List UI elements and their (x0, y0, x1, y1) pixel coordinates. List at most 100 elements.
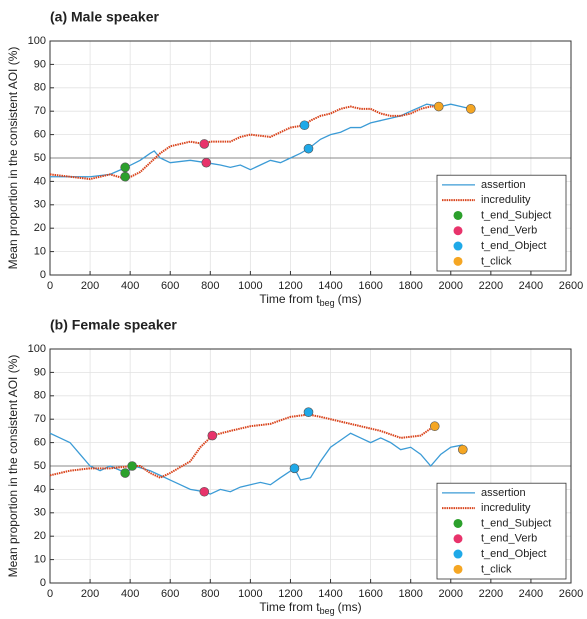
plot-frame (49, 348, 572, 584)
legend-label: t_click (481, 255, 512, 267)
legend-label: incredulity (481, 194, 531, 206)
legend-label: incredulity (481, 502, 531, 514)
event-marker (466, 104, 476, 114)
event-marker (303, 407, 314, 417)
x-tick-label: 600 (161, 588, 179, 600)
x-tick-label: 800 (201, 588, 219, 600)
data-line (50, 103, 471, 178)
legend-swatch (453, 534, 463, 544)
legend-swatch (453, 549, 463, 559)
legend-label: t_end_Subject (481, 209, 551, 221)
x-tick-label: 2200 (479, 588, 503, 600)
x-axis-label-tail: (ms) (338, 292, 362, 306)
x-axis-label-text: Time from t (259, 600, 320, 614)
x-tick-label: 0 (47, 280, 53, 292)
x-tick-label: 0 (47, 588, 53, 600)
event-marker (299, 120, 310, 131)
x-tick-label: 200 (81, 280, 99, 292)
y-tick-label: 20 (34, 530, 46, 542)
legend-swatch (453, 241, 463, 251)
plot-frame (49, 40, 572, 276)
legend-label: t_end_Verb (481, 225, 537, 237)
x-tick-label: 200 (81, 588, 99, 600)
x-axis-label-sub: beg (320, 606, 335, 616)
x-tick-label: 2200 (479, 280, 503, 292)
event-marker (207, 430, 218, 441)
y-tick-label: 70 (34, 413, 46, 425)
y-tick-label: 30 (34, 199, 46, 211)
event-marker (289, 463, 300, 474)
x-axis-label: Time from tbeg (ms) (259, 292, 361, 308)
x-axis-label-tail: (ms) (338, 600, 362, 614)
x-tick-label: 1800 (398, 588, 422, 600)
y-tick-label: 30 (34, 507, 46, 519)
x-tick-label: 1400 (318, 280, 342, 292)
y-tick-label: 0 (40, 269, 46, 281)
x-tick-label: 1600 (358, 588, 382, 600)
x-axis-label: Time from tbeg (ms) (259, 600, 361, 616)
event-marker (127, 461, 137, 471)
x-tick-label: 2600 (559, 280, 583, 292)
x-tick-label: 600 (161, 280, 179, 292)
legend-swatch (453, 226, 463, 236)
event-marker (429, 421, 440, 432)
y-tick-label: 10 (34, 246, 46, 258)
legend-swatch (453, 518, 463, 528)
event-marker (303, 143, 314, 154)
y-tick-label: 50 (34, 152, 46, 164)
x-axis-label-sub: beg (320, 298, 335, 308)
x-tick-label: 2400 (519, 280, 543, 292)
x-tick-label: 1800 (398, 280, 422, 292)
event-marker (199, 139, 210, 149)
chart-title: (b) Female speaker (50, 317, 177, 333)
y-tick-label: 20 (34, 222, 46, 234)
x-tick-label: 400 (121, 280, 139, 292)
x-tick-label: 1400 (318, 588, 342, 600)
x-tick-label: 2400 (519, 588, 543, 600)
legend-label: assertion (481, 487, 526, 499)
data-line (49, 105, 439, 181)
legend-label: t_end_Object (481, 240, 546, 252)
event-marker (120, 171, 130, 182)
x-tick-label: 2000 (439, 280, 463, 292)
data-line (49, 432, 463, 495)
y-tick-label: 80 (34, 390, 46, 402)
x-axis-label-text: Time from t (259, 292, 320, 306)
legend-swatch (453, 210, 463, 220)
x-tick-label: 1200 (278, 588, 302, 600)
event-marker (120, 468, 130, 478)
y-tick-label: 90 (34, 366, 46, 378)
y-tick-label: 0 (40, 577, 46, 589)
y-tick-label: 100 (28, 343, 46, 355)
x-tick-label: 1600 (358, 280, 382, 292)
event-marker (201, 157, 212, 168)
y-tick-label: 40 (34, 175, 46, 187)
legend-swatch (453, 256, 463, 266)
x-tick-label: 800 (201, 280, 219, 292)
y-tick-label: 100 (28, 35, 46, 47)
y-tick-label: 60 (34, 437, 46, 449)
y-tick-label: 60 (34, 129, 46, 141)
y-tick-label: 70 (34, 105, 46, 117)
legend (436, 174, 567, 272)
legend (436, 482, 567, 580)
legend-swatch (453, 564, 463, 574)
y-axis-label: Mean proportion in the consistent AOI (%… (6, 47, 20, 270)
y-tick-label: 40 (34, 483, 46, 495)
y-axis-label: Mean proportion in the consistent AOI (%… (6, 355, 20, 578)
event-marker (433, 101, 444, 112)
legend-label: t_click (481, 563, 512, 575)
x-tick-label: 2000 (439, 588, 463, 600)
legend-label: t_end_Subject (481, 517, 551, 529)
x-tick-label: 1200 (278, 280, 302, 292)
event-marker (457, 444, 468, 455)
event-marker (120, 162, 130, 173)
y-tick-label: 50 (34, 460, 46, 472)
y-tick-label: 80 (34, 82, 46, 94)
x-tick-label: 1000 (238, 280, 262, 292)
legend-label: t_end_Object (481, 548, 546, 560)
x-tick-label: 2600 (559, 588, 583, 600)
y-tick-label: 10 (34, 554, 46, 566)
chart-title: (a) Male speaker (50, 9, 159, 25)
